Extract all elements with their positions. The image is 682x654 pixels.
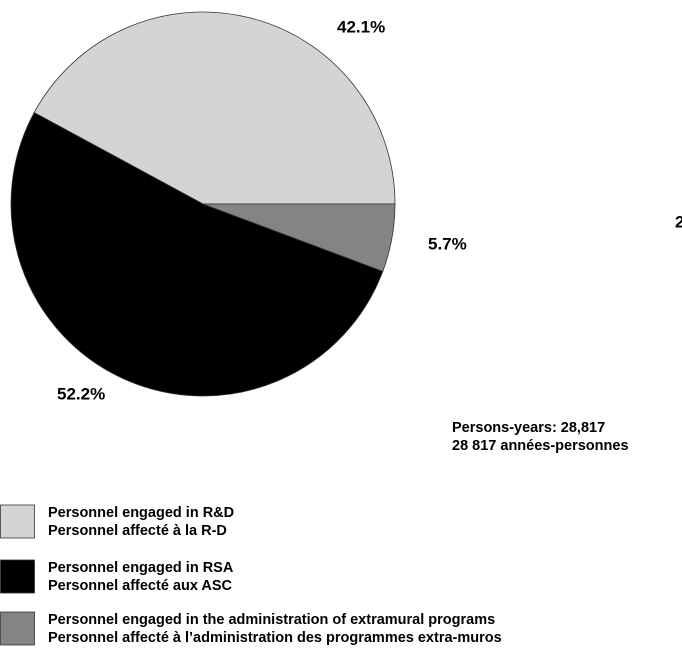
- legend-label: Personnel engaged in the administration …: [48, 612, 495, 628]
- legend-swatch: [0, 559, 35, 594]
- legend-swatch: [0, 504, 35, 539]
- legend-label: Personnel affecté aux ASC: [48, 578, 233, 594]
- legend-label: Personnel engaged in RSA: [48, 560, 234, 576]
- legend-label: Personnel affecté à l’administration des…: [48, 630, 502, 646]
- note: Persons-years: 28,817: [452, 420, 605, 436]
- legend-label: Personnel engaged in R&D: [48, 505, 234, 521]
- data-label: 42.1%: [337, 17, 385, 36]
- legend-label: Personnel affecté à la R-D: [48, 523, 227, 539]
- note: 28 817 années-personnes: [452, 438, 629, 454]
- pie-slice: [202, 203, 396, 272]
- data-label: 52.2%: [57, 384, 105, 403]
- legend-swatch: [0, 611, 35, 646]
- pie-slice: [33, 11, 396, 205]
- pie-slice: [10, 112, 384, 397]
- cropped-label: 2: [675, 212, 682, 231]
- data-label: 5.7%: [428, 234, 467, 253]
